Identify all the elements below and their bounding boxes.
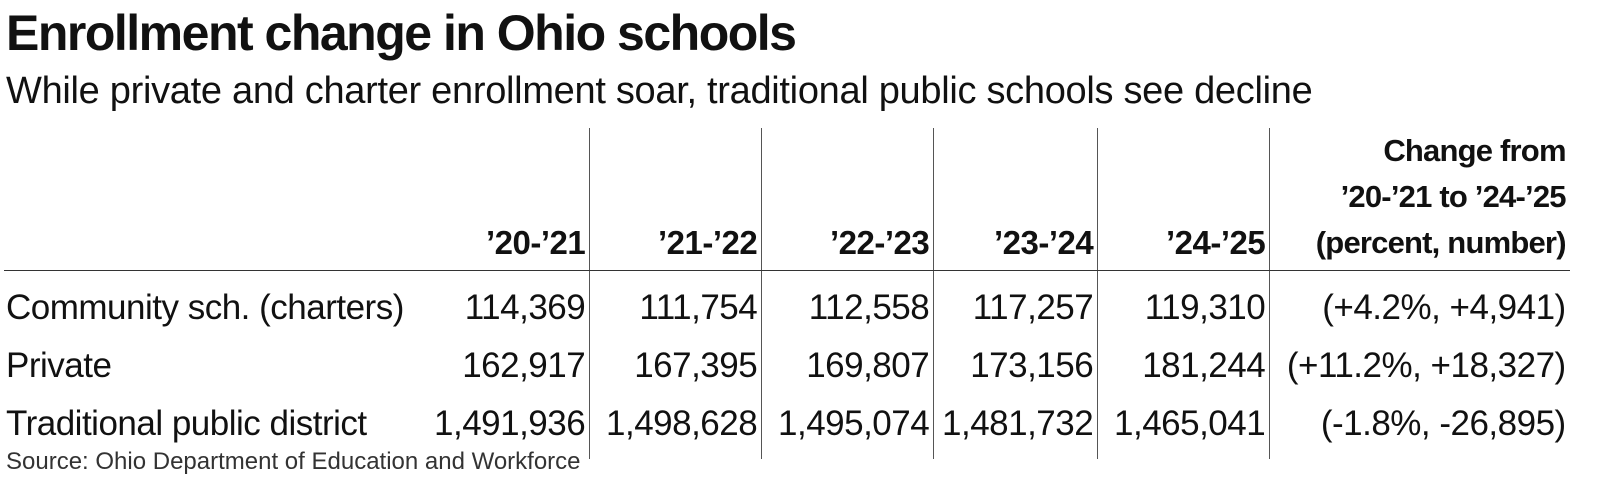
column-header: ’24-’25 <box>1097 128 1271 271</box>
table-cell: 167,395 <box>589 337 763 395</box>
column-header: ’22-’23 <box>761 128 935 271</box>
source-note: Source: Ohio Department of Education and… <box>6 448 581 475</box>
table-cell: 1,465,041 <box>1097 395 1271 459</box>
table-row: Community sch. (charters) 114,369 111,75… <box>4 270 1570 337</box>
chart-title: Enrollment change in Ohio schools <box>6 5 797 61</box>
row-label: Private <box>6 346 112 385</box>
chart-subtitle: While private and charter enrollment soa… <box>6 70 1313 112</box>
row-label: Community sch. (charters) <box>6 288 404 327</box>
table-cell: 1,481,732 <box>933 395 1099 459</box>
table-cell: 1,495,074 <box>761 395 935 459</box>
table-cell: 169,807 <box>761 337 935 395</box>
change-cell: (+11.2%, +18,327) <box>1286 346 1566 385</box>
change-column-header: Change from ’20-’21 to ’24-’25 (percent,… <box>1269 128 1570 271</box>
table-cell: 114,369 <box>430 270 591 337</box>
table-cell: 162,917 <box>430 337 591 395</box>
table-row: Traditional public district 1,491,936 1,… <box>4 395 1570 459</box>
column-header: ’20-’21 <box>430 128 591 271</box>
column-header: ’21-’22 <box>589 128 763 271</box>
change-cell: (+4.2%, +4,941) <box>1322 288 1566 327</box>
table-cell: 111,754 <box>589 270 763 337</box>
table-cell: 1,498,628 <box>589 395 763 459</box>
column-header: ’23-’24 <box>933 128 1099 271</box>
enrollment-table: ’20-’21 ’21-’22 ’22-’23 ’23-’24 ’24-’25 … <box>4 128 1570 459</box>
table-cell: 173,156 <box>933 337 1099 395</box>
change-cell: (-1.8%, -26,895) <box>1320 404 1566 443</box>
header-row: ’20-’21 ’21-’22 ’22-’23 ’23-’24 ’24-’25 … <box>4 128 1570 271</box>
row-label: Traditional public district <box>6 404 367 443</box>
table-cell: 181,244 <box>1097 337 1271 395</box>
row-label-header <box>4 128 430 271</box>
table-cell: 117,257 <box>933 270 1099 337</box>
change-header-line: (percent, number) <box>1315 225 1567 260</box>
change-header-line: Change from <box>1383 133 1566 168</box>
table-cell: 119,310 <box>1097 270 1271 337</box>
table-cell: 1,491,936 <box>430 395 591 459</box>
change-header-line: ’20-’21 to ’24-’25 <box>1340 179 1567 214</box>
table-row: Private 162,917 167,395 169,807 173,156 … <box>4 337 1570 395</box>
table-cell: 112,558 <box>761 270 935 337</box>
